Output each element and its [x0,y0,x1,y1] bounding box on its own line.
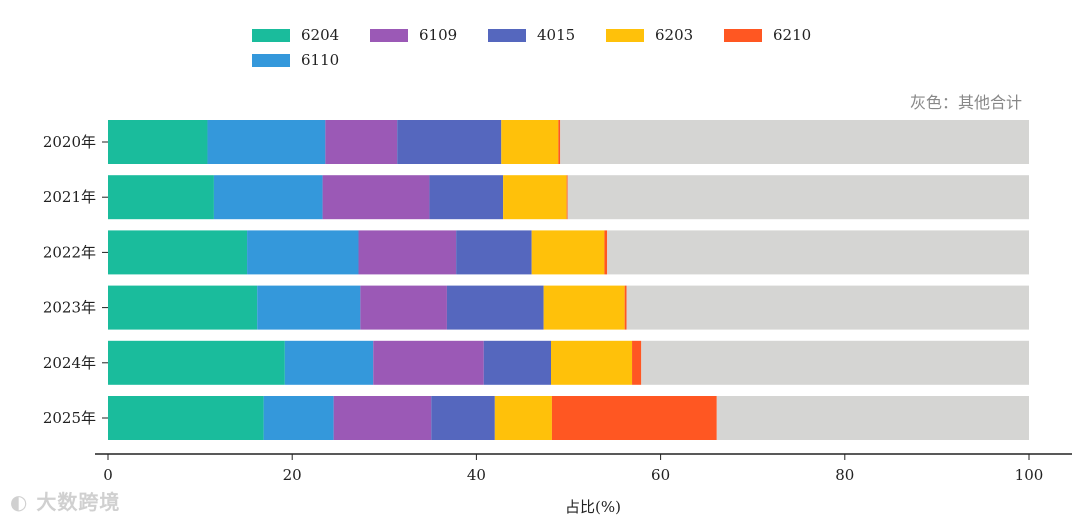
bar-segment-6110-2025年 [263,396,334,440]
y-tick-label: 2023年 [43,299,96,317]
x-tick-label: 80 [835,466,854,484]
legend-swatch [488,28,526,42]
bar-segment-6204-2020年 [108,120,208,164]
bar-segment-6109-2022年 [358,230,457,275]
legend-label: 6109 [419,26,458,44]
legend-swatch [606,28,644,42]
legend-item-6203: 6203 [606,26,724,44]
bar-segment-6204-2025年 [108,396,264,440]
bar-segment-6210-2021年 [566,175,568,220]
bar-segment-4015-2021年 [429,175,504,220]
bar-segment-6110-2022年 [247,230,359,275]
bars-layer [108,120,1029,440]
bar-segment-4015-2020年 [397,120,502,164]
legend-label: 6204 [301,26,340,44]
bar-segment-6109-2021年 [322,175,430,220]
bar-segment-6204-2022年 [108,230,248,275]
bar-segment-6203-2021年 [503,175,567,220]
legend-swatch [252,53,290,67]
legend-item-6204: 6204 [252,26,370,44]
x-tick-label: 40 [467,466,486,484]
watermark-text: 大数跨境 [36,490,121,514]
watermark: ◐ 大数跨境 [10,486,120,515]
bar-segment-6204-2021年 [108,175,214,220]
x-axis-title: 占比(%) [565,498,621,516]
bar-segment-4015-2024年 [483,340,552,385]
bar-segment-6203-2024年 [551,340,633,385]
bar-segment-6110-2023年 [257,285,361,330]
x-tick-label: 100 [1015,466,1044,484]
legend-item-4015: 4015 [488,26,606,44]
y-tick-label: 2025年 [43,409,96,427]
bar-segment-6109-2025年 [333,396,432,440]
bar-segment-其他合计-2024年 [641,340,1029,385]
bar-segment-4015-2025年 [431,396,495,440]
bar-segment-6210-2020年 [558,120,561,164]
y-tick-label: 2024年 [43,354,96,372]
bar-segment-6203-2022年 [531,230,605,275]
legend-swatch [370,28,408,42]
bar-segment-6203-2020年 [501,120,559,164]
legend-item-6109: 6109 [370,26,488,44]
bar-segment-6109-2023年 [360,285,447,330]
legend-swatch [252,28,290,42]
bar-segment-其他合计-2023年 [626,285,1029,330]
bar-segment-6109-2024年 [373,340,484,385]
bar-segment-其他合计-2020年 [560,120,1029,164]
bar-segment-6210-2024年 [632,340,642,385]
bar-segment-6110-2024年 [284,340,374,385]
legend-item-6210: 6210 [724,26,842,44]
other-total-note: 灰色：其他合计 [909,93,1022,112]
legend: 6204 6109 4015 6203 6210 6110 [252,26,852,69]
bar-segment-其他合计-2021年 [567,175,1029,220]
x-tick-label: 20 [283,466,302,484]
bar-segment-4015-2022年 [456,230,532,275]
bar-segment-其他合计-2025年 [716,396,1029,440]
bar-segment-6204-2023年 [108,285,258,330]
bar-segment-6110-2021年 [213,175,323,220]
legend-label: 6203 [655,26,694,44]
bar-segment-6210-2025年 [551,396,717,440]
bar-segment-6210-2022年 [604,230,608,275]
bar-segment-6210-2023年 [624,285,627,330]
legend-label: 4015 [537,26,576,44]
legend-label: 6210 [773,26,812,44]
y-tick-label: 2021年 [43,188,96,206]
bar-segment-其他合计-2022年 [607,230,1029,275]
legend-swatch [724,28,762,42]
y-tick-label: 2020年 [43,133,96,151]
x-tick-label: 0 [103,466,113,484]
x-tick-label: 60 [651,466,670,484]
legend-item-6110: 6110 [252,51,370,69]
bar-segment-4015-2023年 [446,285,544,330]
axes-layer: 2020年 2021年 2022年 2023年 2024年 2025年 0 20 40 60 80 1… [43,133,1072,516]
bar-segment-6204-2024年 [108,340,285,385]
watermark-logo-icon: ◐ [10,490,37,514]
bar-segment-6203-2023年 [543,285,625,330]
y-tick-label: 2022年 [43,243,96,261]
bar-segment-6110-2020年 [207,120,326,164]
legend-label: 6110 [301,51,340,69]
bar-segment-6109-2020年 [325,120,398,164]
bar-segment-6203-2025年 [494,396,552,440]
